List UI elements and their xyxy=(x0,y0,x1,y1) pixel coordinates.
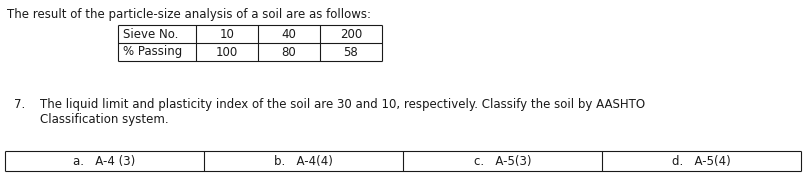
Text: d.   A-5(4): d. A-5(4) xyxy=(672,155,731,167)
Text: 100: 100 xyxy=(216,45,238,59)
Text: 80: 80 xyxy=(281,45,297,59)
Text: The result of the particle-size analysis of a soil are as follows:: The result of the particle-size analysis… xyxy=(7,8,371,21)
Text: b.   A-4(4): b. A-4(4) xyxy=(274,155,333,167)
Text: % Passing: % Passing xyxy=(123,45,182,59)
Text: 10: 10 xyxy=(219,27,235,41)
Text: Sieve No.: Sieve No. xyxy=(123,27,178,41)
Text: 40: 40 xyxy=(281,27,297,41)
Text: 58: 58 xyxy=(343,45,359,59)
Text: a.   A-4 (3): a. A-4 (3) xyxy=(73,155,135,167)
Text: 200: 200 xyxy=(340,27,362,41)
Text: The liquid limit and plasticity index of the soil are 30 and 10, respectively. C: The liquid limit and plasticity index of… xyxy=(40,98,645,126)
Text: c.   A-5(3): c. A-5(3) xyxy=(474,155,531,167)
Text: 7.: 7. xyxy=(14,98,25,111)
